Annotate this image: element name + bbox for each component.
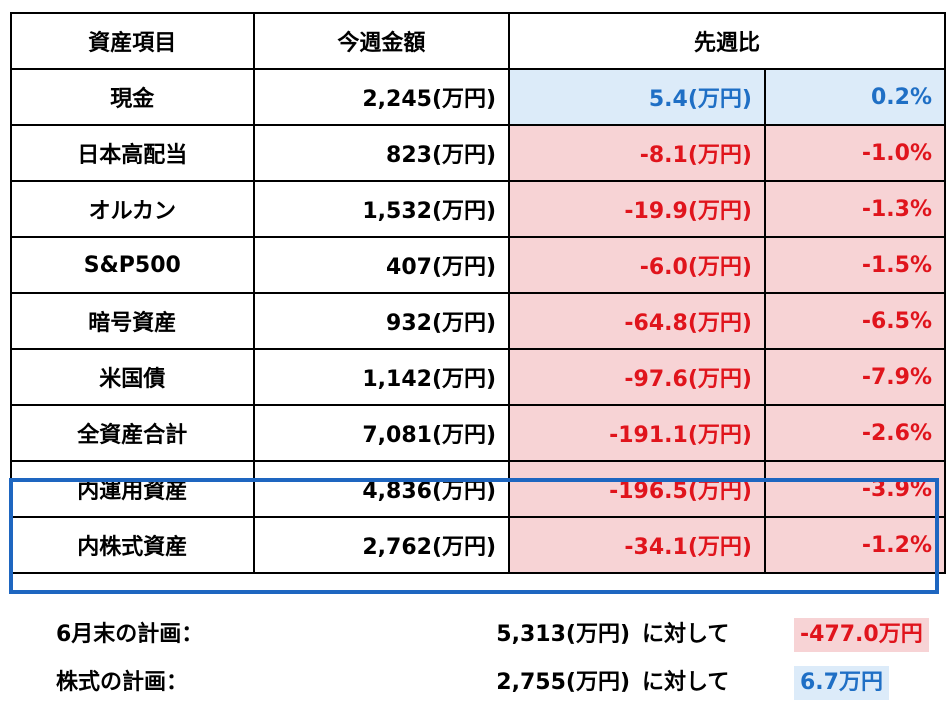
asset-diff: -191.1(万円) — [508, 404, 766, 462]
asset-amount: 407(万円) — [252, 236, 511, 294]
asset-pct: -2.6% — [763, 404, 946, 462]
header-item: 資産項目 — [10, 12, 255, 70]
asset-name: 日本高配当 — [10, 124, 255, 182]
asset-pct: -7.9% — [763, 348, 946, 406]
asset-amount: 932(万円) — [252, 292, 511, 350]
asset-diff: 5.4(万円) — [508, 68, 766, 126]
plan-amount: 2,755(万円) — [496, 670, 630, 695]
asset-pct: -1.2% — [763, 516, 946, 574]
asset-amount: 7,081(万円) — [252, 404, 511, 462]
asset-name: オルカン — [10, 180, 255, 238]
asset-name: 全資産合計 — [10, 404, 255, 462]
asset-pct: 0.2% — [763, 68, 946, 126]
header-change: 先週比 — [508, 12, 946, 70]
asset-name: 米国債 — [10, 348, 255, 406]
asset-diff: -19.9(万円) — [508, 180, 766, 238]
asset-amount: 4,836(万円) — [252, 460, 511, 518]
table-row: S&P500 407(万円) -6.0(万円) -1.5% — [10, 236, 946, 294]
plan-row-stock: 株式の計画： 2,755(万円) に対して 6.7万円 — [0, 666, 946, 700]
asset-pct: -1.3% — [763, 180, 946, 238]
asset-amount: 1,142(万円) — [252, 348, 511, 406]
plan-label: 6月末の計画： — [56, 622, 204, 647]
asset-diff: -97.6(万円) — [508, 348, 766, 406]
plan-label: 株式の計画： — [56, 670, 189, 695]
asset-name: 現金 — [10, 68, 255, 126]
asset-amount: 1,532(万円) — [252, 180, 511, 238]
header-amount: 今週金額 — [252, 12, 511, 70]
asset-amount: 2,245(万円) — [252, 68, 511, 126]
asset-pct: -1.5% — [763, 236, 946, 294]
table-row: 米国債 1,142(万円) -97.6(万円) -7.9% — [10, 348, 946, 406]
asset-name: S&P500 — [10, 236, 255, 294]
plan-connector: に対して — [642, 670, 730, 695]
asset-table: 資産項目 今週金額 先週比 現金 2,245(万円) 5.4(万円) 0.2% … — [10, 12, 946, 574]
plan-amount: 5,313(万円) — [496, 622, 630, 647]
asset-diff: -8.1(万円) — [508, 124, 766, 182]
table-row: 全資産合計 7,081(万円) -191.1(万円) -2.6% — [10, 404, 946, 462]
asset-pct: -1.0% — [763, 124, 946, 182]
plan-row-june: 6月末の計画： 5,313(万円) に対して -477.0万円 — [0, 618, 946, 652]
table-row: オルカン 1,532(万円) -19.9(万円) -1.3% — [10, 180, 946, 238]
table-row: 内運用資産 4,836(万円) -196.5(万円) -3.9% — [10, 460, 946, 518]
table-row: 内株式資産 2,762(万円) -34.1(万円) -1.2% — [10, 516, 946, 574]
table-header-row: 資産項目 今週金額 先週比 — [10, 12, 946, 70]
asset-amount: 823(万円) — [252, 124, 511, 182]
asset-diff: -6.0(万円) — [508, 236, 766, 294]
table-row: 暗号資産 932(万円) -64.8(万円) -6.5% — [10, 292, 946, 350]
asset-pct: -3.9% — [763, 460, 946, 518]
asset-diff: -196.5(万円) — [508, 460, 766, 518]
asset-name: 内運用資産 — [10, 460, 255, 518]
asset-name: 内株式資産 — [10, 516, 255, 574]
asset-diff: -64.8(万円) — [508, 292, 766, 350]
plan-connector: に対して — [642, 622, 730, 647]
plan-diff: -477.0万円 — [794, 618, 929, 652]
asset-pct: -6.5% — [763, 292, 946, 350]
plan-diff: 6.7万円 — [794, 666, 889, 700]
table-row: 日本高配当 823(万円) -8.1(万円) -1.0% — [10, 124, 946, 182]
asset-amount: 2,762(万円) — [252, 516, 511, 574]
asset-name: 暗号資産 — [10, 292, 255, 350]
asset-diff: -34.1(万円) — [508, 516, 766, 574]
table-row: 現金 2,245(万円) 5.4(万円) 0.2% — [10, 68, 946, 126]
